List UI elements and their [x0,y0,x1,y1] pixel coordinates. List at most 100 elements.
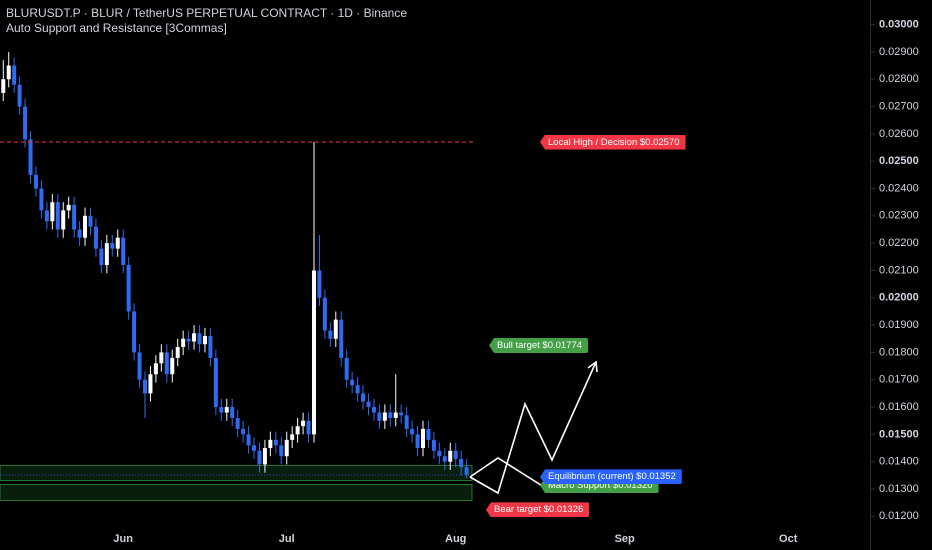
candle-body [290,434,295,440]
candle-body [175,346,180,358]
y-tick-label: 0.01800 [879,346,919,358]
y-tick-label: 0.02100 [879,264,919,276]
candle-body [132,311,137,353]
candle-body [284,439,289,457]
candle-body [273,439,278,446]
candle-body [246,434,251,446]
candle-body [137,352,142,380]
candle-body [355,385,360,394]
y-tick-label: 0.02800 [879,73,919,85]
candle-body [421,428,426,449]
y-tick-label: 0.01900 [879,319,919,331]
candle-body [464,467,469,475]
candle-body [361,393,366,402]
candle-body [33,174,38,189]
x-tick-label: Sep [615,533,635,545]
y-tick-label: 0.01700 [879,374,919,386]
candle-body [344,357,349,380]
candle-body [301,420,306,427]
candle-body [115,237,120,249]
x-tick-label: Oct [779,533,798,545]
candle-body [431,439,436,451]
bull-arrowhead [587,360,598,373]
candle-body [219,407,224,413]
candle-body [28,139,33,175]
candle-body [377,412,382,421]
candle-body [159,352,164,364]
x-tick-label: Aug [445,533,466,545]
y-tick-label: 0.01300 [879,483,919,495]
candle-body [328,330,333,339]
candle-body [202,336,207,345]
candle-body [143,379,147,394]
level-label: Equilibrium (current) $0.01352 [540,469,682,485]
candle-body [404,415,409,429]
y-tick-label: 0.01600 [879,401,919,413]
candle-body [437,450,442,457]
candle-body [393,412,398,418]
candle-body [55,202,60,230]
candle-body [208,336,213,358]
candle-body [99,248,104,265]
candle-body [77,229,82,238]
candle-body [448,450,453,462]
candle-body [262,448,267,465]
y-tick-label: 0.02400 [879,182,919,194]
candle-body [126,265,131,312]
candle-body [39,188,44,211]
candle-body [83,215,88,238]
y-tick-label: 0.02900 [879,46,919,58]
candle-body [382,412,387,421]
indicator-name: Auto Support and Resistance [3Commas] [6,21,227,35]
candle-body [311,270,316,435]
y-tick-label: 0.02000 [879,292,919,304]
candle-body [6,65,11,80]
candle-body [110,243,115,249]
candle-body [322,297,327,331]
chart-title: BLURUSDT.P · BLUR / TetherUS PERPETUAL C… [6,6,408,20]
y-tick-label: 0.01200 [879,510,919,522]
y-tick-label: 0.01400 [879,456,919,468]
y-tick-label: 0.02500 [879,155,919,167]
candle-body [350,379,355,386]
candle-body [50,202,55,222]
candle-body [241,428,246,435]
candle-body [186,338,191,342]
candle-body [153,363,158,375]
candle-body [268,439,273,449]
support-zone [0,483,473,501]
candle-body [459,458,464,468]
candle-body [257,450,262,465]
candle-body [317,270,322,298]
candle-body [230,407,235,418]
candle-body [23,106,28,140]
bull-path [469,361,597,495]
candle-body [410,428,415,435]
level-label: Bear target $0.01326 [486,502,590,518]
candle-body [121,237,126,265]
candle-body [426,428,431,440]
candle-body [1,79,6,93]
candle-body [72,204,77,230]
level-label: Bull target $0.01774 [489,338,589,354]
candle-body [104,243,109,265]
candle-body [399,412,404,416]
candle-body [388,412,393,418]
candle-body [66,204,71,211]
y-tick-label: 0.03000 [879,18,919,30]
support-zone [0,465,473,481]
y-tick-label: 0.01500 [879,428,919,440]
candle-body [371,407,376,413]
x-tick-label: Jul [279,533,295,545]
candle-body [339,319,344,358]
candle-body [453,450,458,459]
candle-body [148,374,153,394]
candle-body [170,357,175,375]
y-tick-label: 0.02600 [879,128,919,140]
candle-body [197,333,202,345]
candle-body [333,319,338,339]
x-tick-label: Jun [113,533,133,545]
candle-body [181,338,186,347]
candle-body [192,333,197,342]
